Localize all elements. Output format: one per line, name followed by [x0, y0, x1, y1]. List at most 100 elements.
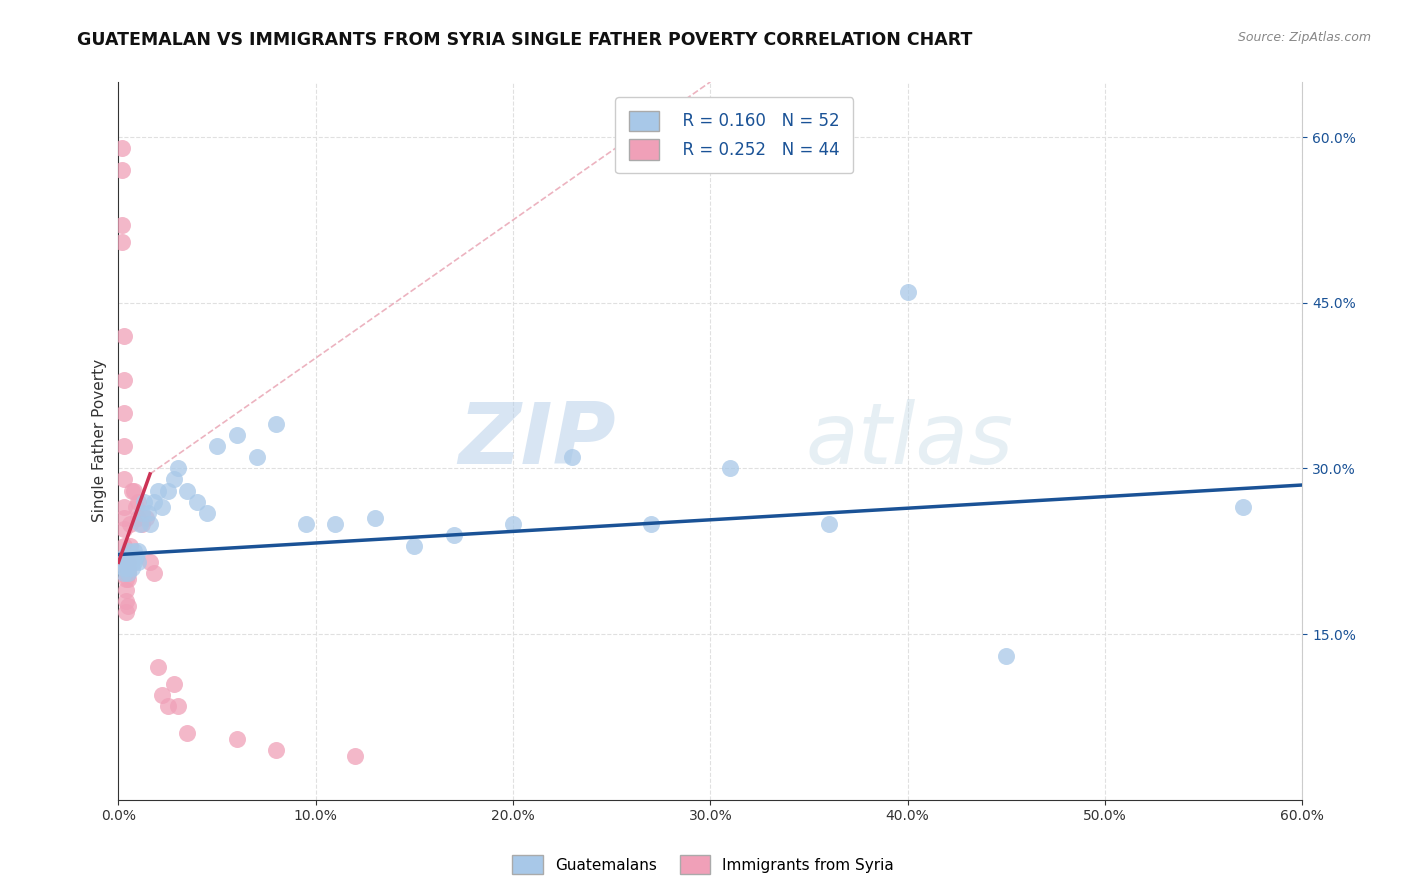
- Point: [115, 549, 138, 564]
- Point: [127, 544, 149, 558]
- Point: [117, 555, 139, 569]
- Point: [117, 566, 139, 581]
- Point: [142, 566, 165, 581]
- Point: [404, 539, 426, 553]
- Point: [132, 494, 155, 508]
- Y-axis label: Single Father Poverty: Single Father Poverty: [93, 359, 107, 523]
- Text: GUATEMALAN VS IMMIGRANTS FROM SYRIA SINGLE FATHER POVERTY CORRELATION CHART: GUATEMALAN VS IMMIGRANTS FROM SYRIA SING…: [77, 31, 973, 49]
- Point: [443, 527, 465, 541]
- Point: [131, 506, 153, 520]
- Point: [122, 544, 145, 558]
- Point: [176, 483, 198, 498]
- Point: [127, 555, 149, 569]
- Point: [112, 539, 135, 553]
- Point: [146, 660, 169, 674]
- Point: [718, 461, 741, 475]
- Point: [112, 439, 135, 453]
- Point: [266, 417, 288, 432]
- Point: [166, 461, 188, 475]
- Point: [117, 572, 139, 586]
- Text: ZIP: ZIP: [458, 400, 616, 483]
- Point: [112, 522, 135, 536]
- Point: [120, 539, 142, 553]
- Point: [163, 677, 186, 691]
- Point: [115, 561, 138, 575]
- Point: [112, 555, 135, 569]
- Point: [139, 516, 162, 531]
- Point: [135, 511, 157, 525]
- Point: [125, 549, 148, 564]
- Point: [142, 494, 165, 508]
- Legend: Guatemalans, Immigrants from Syria: Guatemalans, Immigrants from Syria: [506, 849, 900, 880]
- Text: Source: ZipAtlas.com: Source: ZipAtlas.com: [1237, 31, 1371, 45]
- Point: [117, 599, 139, 614]
- Point: [146, 483, 169, 498]
- Point: [166, 698, 188, 713]
- Point: [266, 743, 288, 757]
- Point: [136, 506, 159, 520]
- Point: [121, 549, 143, 564]
- Point: [156, 483, 179, 498]
- Point: [364, 511, 387, 525]
- Point: [111, 219, 134, 233]
- Point: [112, 329, 135, 343]
- Point: [115, 572, 138, 586]
- Point: [112, 561, 135, 575]
- Point: [325, 516, 347, 531]
- Point: [195, 506, 218, 520]
- Point: [115, 582, 138, 597]
- Point: [205, 439, 228, 453]
- Point: [117, 561, 139, 575]
- Point: [112, 406, 135, 420]
- Point: [111, 141, 134, 155]
- Point: [150, 500, 173, 514]
- Point: [115, 555, 138, 569]
- Point: [129, 516, 152, 531]
- Point: [121, 561, 143, 575]
- Point: [995, 649, 1018, 664]
- Point: [115, 605, 138, 619]
- Point: [112, 555, 135, 569]
- Point: [121, 483, 143, 498]
- Point: [125, 500, 148, 514]
- Point: [163, 473, 186, 487]
- Point: [112, 500, 135, 514]
- Point: [561, 450, 583, 465]
- Point: [176, 726, 198, 740]
- Point: [127, 494, 149, 508]
- Point: [111, 163, 134, 178]
- Point: [1232, 500, 1254, 514]
- Point: [115, 549, 138, 564]
- Point: [122, 483, 145, 498]
- Point: [122, 555, 145, 569]
- Legend:   R = 0.160   N = 52,   R = 0.252   N = 44: R = 0.160 N = 52, R = 0.252 N = 44: [616, 97, 853, 173]
- Point: [120, 549, 142, 564]
- Point: [245, 450, 267, 465]
- Point: [225, 731, 247, 746]
- Point: [112, 473, 135, 487]
- Point: [502, 516, 524, 531]
- Point: [897, 285, 920, 299]
- Point: [344, 748, 367, 763]
- Point: [112, 566, 135, 581]
- Point: [112, 511, 135, 525]
- Point: [117, 544, 139, 558]
- Point: [120, 516, 142, 531]
- Point: [115, 549, 138, 564]
- Point: [115, 594, 138, 608]
- Text: atlas: atlas: [806, 400, 1014, 483]
- Point: [117, 555, 139, 569]
- Point: [186, 494, 208, 508]
- Point: [117, 566, 139, 581]
- Point: [127, 511, 149, 525]
- Point: [112, 373, 135, 387]
- Point: [225, 428, 247, 442]
- Point: [117, 561, 139, 575]
- Point: [295, 516, 318, 531]
- Point: [111, 235, 134, 249]
- Point: [112, 549, 135, 564]
- Point: [120, 555, 142, 569]
- Point: [139, 555, 162, 569]
- Point: [640, 516, 662, 531]
- Point: [817, 516, 839, 531]
